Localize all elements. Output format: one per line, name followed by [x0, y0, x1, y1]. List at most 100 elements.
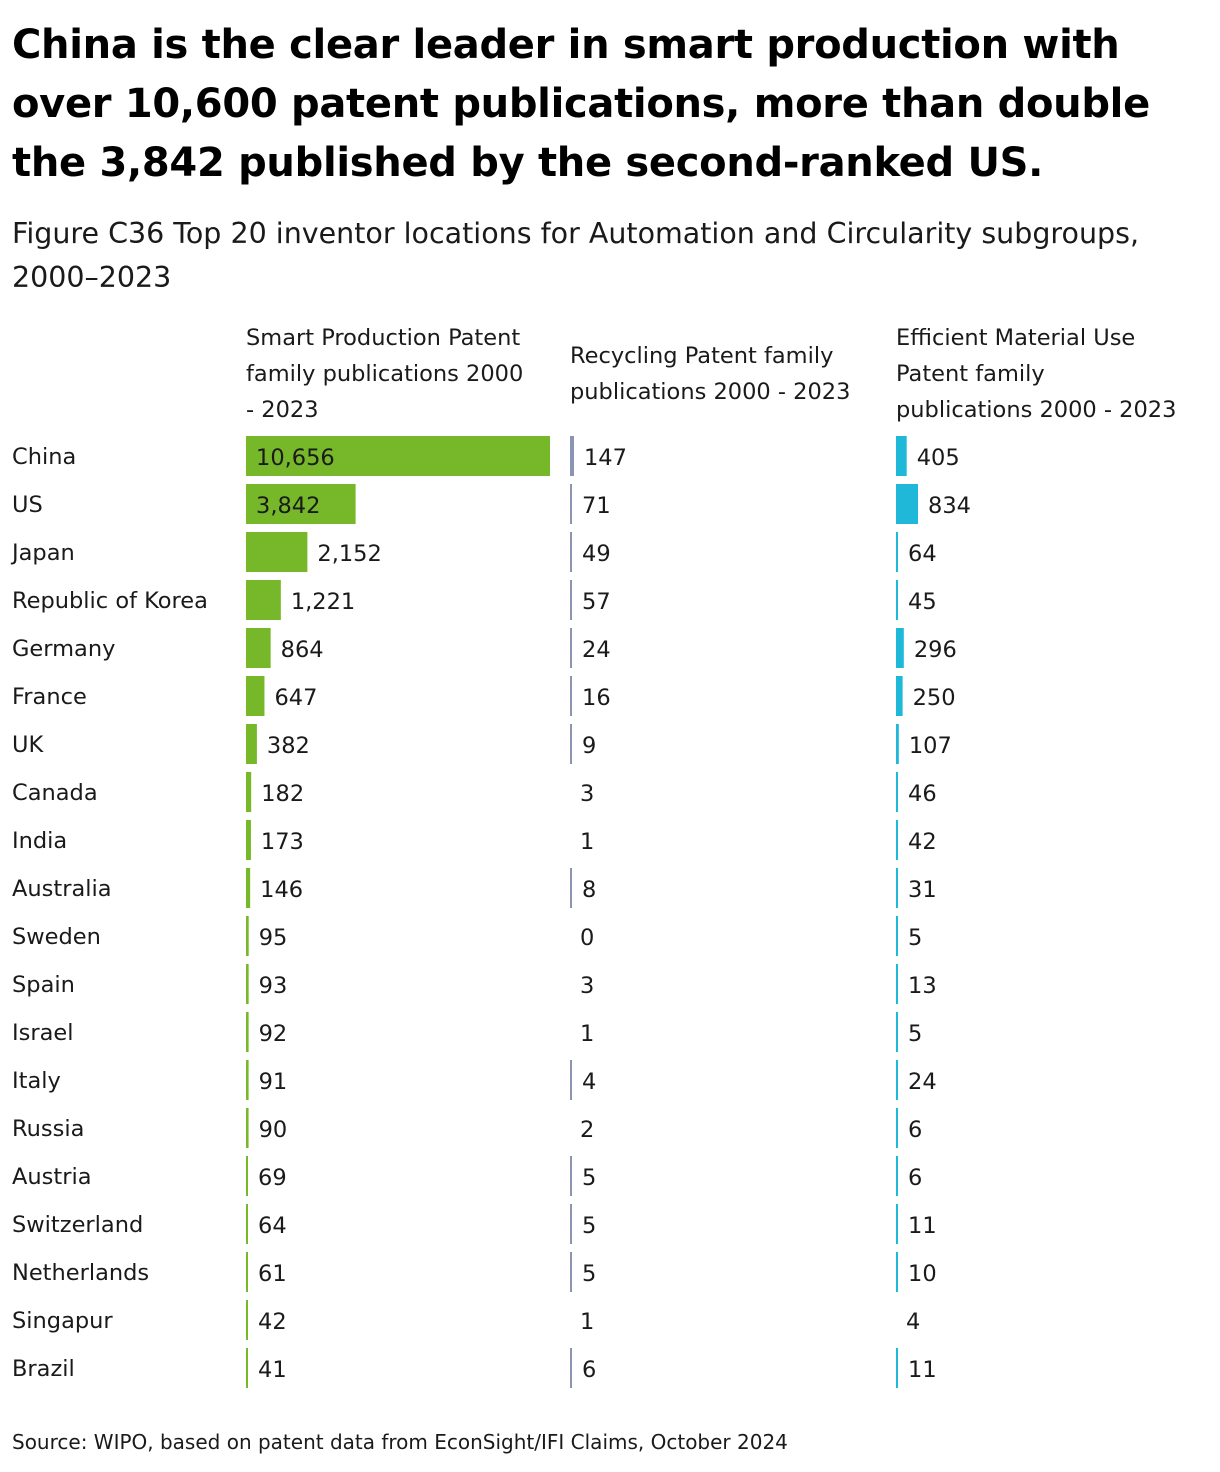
category-label: Austria: [12, 1164, 92, 1190]
bar: [896, 484, 919, 524]
category-label: Germany: [12, 636, 115, 662]
value-label: 6: [582, 1357, 596, 1383]
bar: [896, 1204, 898, 1244]
column-header-line: publications 2000 - 2023: [896, 397, 1176, 423]
bar: [246, 1204, 248, 1244]
value-label: 91: [259, 1069, 288, 1095]
value-label: 382: [267, 733, 310, 759]
bar: [896, 724, 899, 764]
column-header-0: Smart Production Patent family publicatio…: [246, 325, 523, 423]
category-label: India: [12, 828, 67, 854]
bar: [896, 436, 907, 476]
value-label: 6: [908, 1165, 922, 1191]
source-note: Source: WIPO, based on patent data from …: [12, 1430, 788, 1454]
value-label: 147: [584, 445, 627, 471]
chart-subtitle: Figure C36 Top 20 inventor locations for…: [12, 217, 1140, 294]
value-label: 95: [259, 925, 288, 951]
bar: [246, 1012, 249, 1052]
value-label: 64: [258, 1213, 287, 1239]
value-label: 173: [261, 829, 304, 855]
value-label: 42: [908, 829, 937, 855]
column-header-line: - 2023: [246, 397, 319, 423]
value-label: 46: [908, 781, 937, 807]
bar: [570, 628, 572, 668]
column-header-line: family publications 2000: [246, 361, 523, 387]
bar: [246, 1060, 249, 1100]
bar: [246, 436, 550, 476]
value-label: 24: [582, 637, 611, 663]
bar: [896, 628, 904, 668]
value-label: 2,152: [317, 541, 381, 567]
value-label: 0: [580, 925, 594, 951]
value-label: 5: [908, 1021, 922, 1047]
bar: [896, 1156, 898, 1196]
bar: [896, 1348, 898, 1388]
column-header-line: Patent family: [896, 361, 1045, 387]
value-label: 41: [258, 1357, 287, 1383]
value-label: 834: [928, 493, 971, 519]
value-label: 3: [580, 781, 594, 807]
value-label: 647: [274, 685, 317, 711]
bar: [896, 580, 898, 620]
bar: [896, 1060, 898, 1100]
value-label: 64: [908, 541, 937, 567]
column-header-line: Recycling Patent family: [570, 343, 833, 369]
bar: [246, 532, 308, 572]
bar: [246, 484, 356, 524]
value-label: 146: [260, 877, 303, 903]
category-label: Japan: [10, 540, 75, 566]
bar: [246, 1348, 248, 1388]
category-label: Republic of Korea: [12, 588, 208, 614]
value-label: 1: [580, 1021, 594, 1047]
bar: [246, 1300, 248, 1340]
bar: [246, 628, 271, 668]
value-label: 6: [908, 1117, 922, 1143]
value-label: 864: [281, 637, 324, 663]
value-label: 93: [259, 973, 288, 999]
category-label: China: [12, 444, 76, 470]
chart-title: China is the clear leader in smart produ…: [12, 22, 1150, 186]
bar: [896, 772, 898, 812]
column-header-line: Smart Production Patent: [246, 325, 520, 351]
value-label: 92: [259, 1021, 288, 1047]
bar: [246, 964, 249, 1004]
category-label: Sweden: [12, 924, 101, 950]
value-label: 16: [582, 685, 611, 711]
bar: [570, 1204, 572, 1244]
category-label: Italy: [12, 1068, 61, 1094]
value-label: 49: [582, 541, 611, 567]
value-label: 45: [908, 589, 937, 615]
value-label: 90: [259, 1117, 288, 1143]
value-label: 296: [914, 637, 957, 663]
value-label: 4: [906, 1309, 920, 1335]
value-label: 405: [917, 445, 960, 471]
bar: [896, 1108, 898, 1148]
bar: [246, 820, 251, 860]
bar: [570, 580, 572, 620]
value-label: 11: [908, 1357, 937, 1383]
value-label: 61: [258, 1261, 287, 1287]
column-header-1: Recycling Patent family publications 2000…: [570, 343, 850, 405]
bar: [246, 1252, 248, 1292]
bar: [896, 532, 898, 572]
bar: [896, 820, 898, 860]
bar: [896, 964, 898, 1004]
category-label: Singapur: [12, 1308, 113, 1334]
category-label: UK: [12, 732, 44, 758]
column-headers: Smart Production Patent family publicatio…: [246, 325, 1176, 423]
value-label: 2: [580, 1117, 594, 1143]
value-label: 5: [582, 1261, 596, 1287]
category-label: Brazil: [12, 1356, 75, 1382]
bar: [570, 1252, 572, 1292]
value-labels: 10,6563,8422,1521,2218646473821821731469…: [256, 445, 971, 1383]
value-label: 57: [582, 589, 611, 615]
value-label: 1: [580, 829, 594, 855]
value-label: 10,656: [256, 445, 335, 471]
bar: [570, 1348, 572, 1388]
value-label: 31: [908, 877, 937, 903]
bar: [570, 484, 572, 524]
value-label: 107: [909, 733, 952, 759]
value-label: 11: [908, 1213, 937, 1239]
bar: [570, 436, 574, 476]
bar: [570, 1156, 572, 1196]
